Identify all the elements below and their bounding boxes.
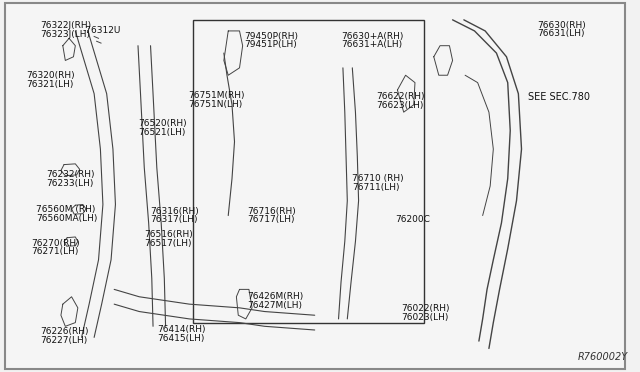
Text: -76312U: -76312U [83,26,121,35]
Text: SEE SEC.780: SEE SEC.780 [528,92,590,102]
Text: 76716(RH): 76716(RH) [247,206,296,216]
FancyBboxPatch shape [4,3,625,369]
Text: 79450P(RH): 79450P(RH) [244,32,298,41]
Text: 76022(RH): 76022(RH) [401,304,450,313]
Text: 76427M(LH): 76427M(LH) [247,301,302,310]
Text: 76517(LH): 76517(LH) [144,239,192,248]
Text: 76227(LH): 76227(LH) [40,336,88,345]
Text: 76630(RH): 76630(RH) [537,21,586,30]
Text: 76270(RH): 76270(RH) [31,239,80,248]
Text: 76415(LH): 76415(LH) [157,334,204,343]
Text: 76023(LH): 76023(LH) [401,312,449,321]
Text: 76710 (RH): 76710 (RH) [352,174,404,183]
Text: 76317(LH): 76317(LH) [150,215,198,224]
Text: 76560M (RH): 76560M (RH) [36,205,95,215]
Text: 76560MA(LH): 76560MA(LH) [36,214,97,223]
Text: 76751N(LH): 76751N(LH) [188,100,243,109]
Text: 76521(LH): 76521(LH) [138,128,186,137]
Text: 76751M(RH): 76751M(RH) [188,91,244,100]
Text: 76233(LH): 76233(LH) [47,179,94,188]
Text: 79451P(LH): 79451P(LH) [244,41,297,49]
Text: 76631+A(LH): 76631+A(LH) [341,41,402,49]
Text: 76516(RH): 76516(RH) [144,230,193,239]
Text: 76320(RH): 76320(RH) [26,71,75,80]
Text: R760002Y: R760002Y [578,352,628,362]
Text: 76200C: 76200C [395,215,430,224]
Text: 76426M(RH): 76426M(RH) [247,292,303,301]
Text: 76717(LH): 76717(LH) [247,215,294,224]
Text: 76323J(LH): 76323J(LH) [40,30,90,39]
Text: 76226(RH): 76226(RH) [40,327,89,336]
Text: 76321(LH): 76321(LH) [26,80,74,89]
Text: 76623(LH): 76623(LH) [376,101,424,110]
Text: 76520(RH): 76520(RH) [138,119,187,128]
Text: 76414(RH): 76414(RH) [157,326,205,334]
Text: 76316(RH): 76316(RH) [150,206,199,216]
Text: 76630+A(RH): 76630+A(RH) [341,32,403,41]
Text: 76322J(RH): 76322J(RH) [40,21,92,30]
Text: 76622(RH): 76622(RH) [376,92,424,101]
Text: 76232(RH): 76232(RH) [47,170,95,179]
Text: 76271(LH): 76271(LH) [31,247,79,256]
Text: 76631(LH): 76631(LH) [537,29,585,38]
Text: 76711(LH): 76711(LH) [352,183,400,192]
